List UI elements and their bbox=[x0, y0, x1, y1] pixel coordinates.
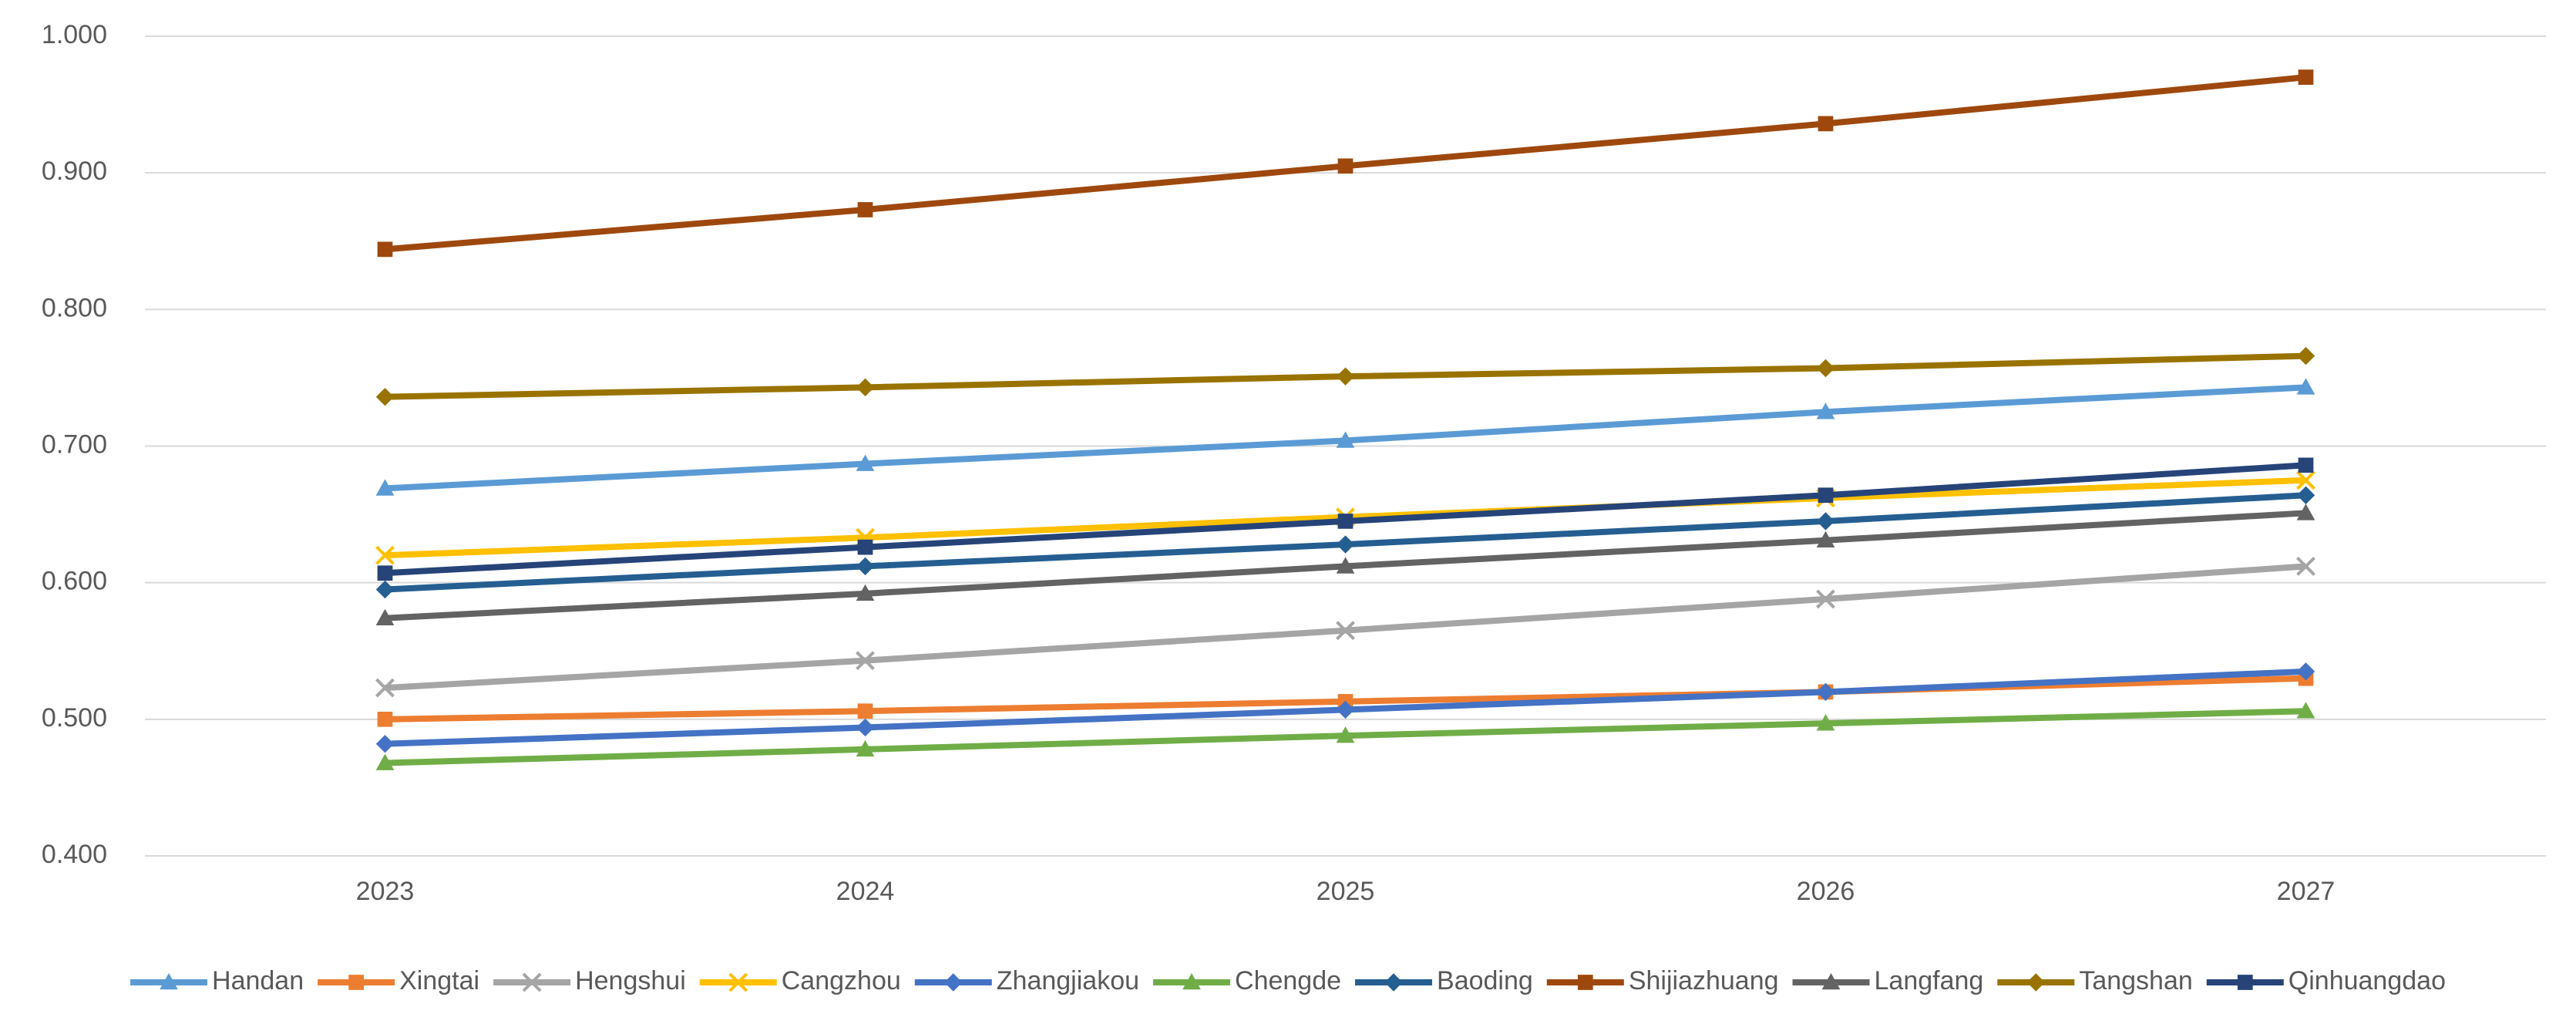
legend-label: Shijiazhuang bbox=[1629, 966, 1779, 995]
marker bbox=[377, 711, 393, 727]
marker bbox=[348, 975, 364, 990]
marker bbox=[1336, 557, 1355, 574]
marker bbox=[2296, 378, 2315, 395]
marker bbox=[857, 539, 873, 555]
x-tick-label: 2024 bbox=[836, 877, 895, 906]
marker bbox=[2296, 662, 2315, 681]
legend-label: Hengshui bbox=[575, 966, 686, 995]
marker bbox=[2296, 486, 2315, 504]
marker bbox=[1818, 116, 1834, 132]
legend-label: Baoding bbox=[1437, 966, 1533, 995]
marker bbox=[2296, 470, 2315, 490]
marker bbox=[1816, 682, 1835, 702]
legend-item: Handan bbox=[130, 966, 304, 995]
legend-item: Xingtai bbox=[318, 966, 479, 995]
marker bbox=[1818, 487, 1834, 504]
marker bbox=[375, 608, 395, 626]
x-tick-label: 2026 bbox=[1797, 877, 1855, 906]
marker bbox=[1816, 512, 1835, 531]
legend-label: Cangzhou bbox=[782, 966, 901, 995]
marker bbox=[856, 739, 875, 757]
marker bbox=[1336, 367, 1355, 386]
marker bbox=[2298, 69, 2314, 85]
marker bbox=[1182, 972, 1201, 990]
legend-label: Chengde bbox=[1235, 966, 1341, 995]
marker bbox=[1821, 972, 1841, 990]
marker bbox=[1336, 535, 1355, 554]
legend-item: Baoding bbox=[1355, 966, 1533, 995]
marker bbox=[375, 545, 395, 565]
marker bbox=[522, 972, 542, 992]
legend-label: Langfang bbox=[1875, 966, 1984, 995]
legend-label: Zhangjiakou bbox=[997, 966, 1139, 995]
marker bbox=[1384, 973, 1403, 992]
marker bbox=[375, 388, 395, 406]
y-tick-label: 0.900 bbox=[42, 157, 107, 186]
marker bbox=[857, 703, 873, 719]
y-tick-label: 0.600 bbox=[42, 567, 107, 596]
legend-item: Shijiazhuang bbox=[1546, 966, 1779, 995]
marker bbox=[2296, 346, 2315, 365]
marker bbox=[2026, 973, 2046, 992]
marker bbox=[857, 202, 873, 217]
marker bbox=[375, 678, 395, 698]
marker bbox=[1336, 431, 1355, 448]
marker bbox=[856, 584, 875, 601]
marker bbox=[377, 565, 393, 581]
legend-item: Zhangjiakou bbox=[914, 966, 1139, 995]
legend-item: Hengshui bbox=[493, 966, 686, 995]
marker bbox=[856, 378, 875, 397]
marker bbox=[1337, 514, 1354, 529]
y-tick-label: 0.800 bbox=[42, 293, 107, 322]
marker bbox=[1336, 726, 1355, 743]
marker bbox=[2298, 457, 2314, 473]
x-tick-label: 2027 bbox=[2277, 877, 2336, 906]
marker bbox=[375, 735, 395, 753]
legend-item: Chengde bbox=[1153, 966, 1341, 995]
marker bbox=[1336, 700, 1355, 719]
legend: Handan Xingtai Hengshui Cangzhou Zhangjiakou… bbox=[130, 966, 2446, 995]
marker bbox=[856, 651, 875, 671]
marker bbox=[160, 972, 178, 990]
y-tick-label: 0.400 bbox=[42, 840, 107, 869]
marker bbox=[1816, 403, 1835, 419]
x-tick-label: 2023 bbox=[356, 877, 415, 906]
series-line bbox=[385, 563, 2306, 692]
y-tick-label: 0.700 bbox=[42, 429, 107, 459]
marker bbox=[856, 557, 875, 576]
legend-label: Tangshan bbox=[2079, 966, 2192, 995]
y-tick-label: 0.500 bbox=[42, 703, 107, 733]
marker bbox=[1337, 158, 1354, 174]
marker bbox=[856, 454, 875, 471]
marker bbox=[728, 972, 748, 992]
legend-label: Xingtai bbox=[399, 966, 479, 995]
marker bbox=[377, 241, 393, 258]
legend-item: Qinhuangdao bbox=[2206, 966, 2446, 995]
marker bbox=[2296, 556, 2315, 576]
marker bbox=[375, 580, 395, 599]
legend-item: Tangshan bbox=[1997, 966, 2193, 995]
marker bbox=[944, 973, 963, 992]
legend-item: Cangzhou bbox=[699, 966, 901, 995]
y-tick-label: 1.000 bbox=[42, 20, 107, 49]
marker bbox=[1816, 531, 1835, 548]
x-tick-label: 2025 bbox=[1317, 877, 1375, 906]
marker bbox=[375, 479, 395, 496]
legend-label: Handan bbox=[212, 966, 304, 995]
marker bbox=[1816, 589, 1835, 609]
marker bbox=[2296, 702, 2315, 719]
marker bbox=[856, 718, 875, 737]
marker bbox=[1577, 975, 1593, 990]
marker bbox=[2296, 504, 2315, 520]
marker bbox=[1816, 714, 1835, 731]
marker bbox=[375, 753, 395, 770]
marker bbox=[1816, 359, 1835, 378]
marker bbox=[2237, 975, 2253, 990]
legend-item: Langfang bbox=[1792, 966, 1984, 995]
legend-label: Qinhuangdao bbox=[2288, 966, 2446, 995]
marker bbox=[1336, 621, 1355, 641]
